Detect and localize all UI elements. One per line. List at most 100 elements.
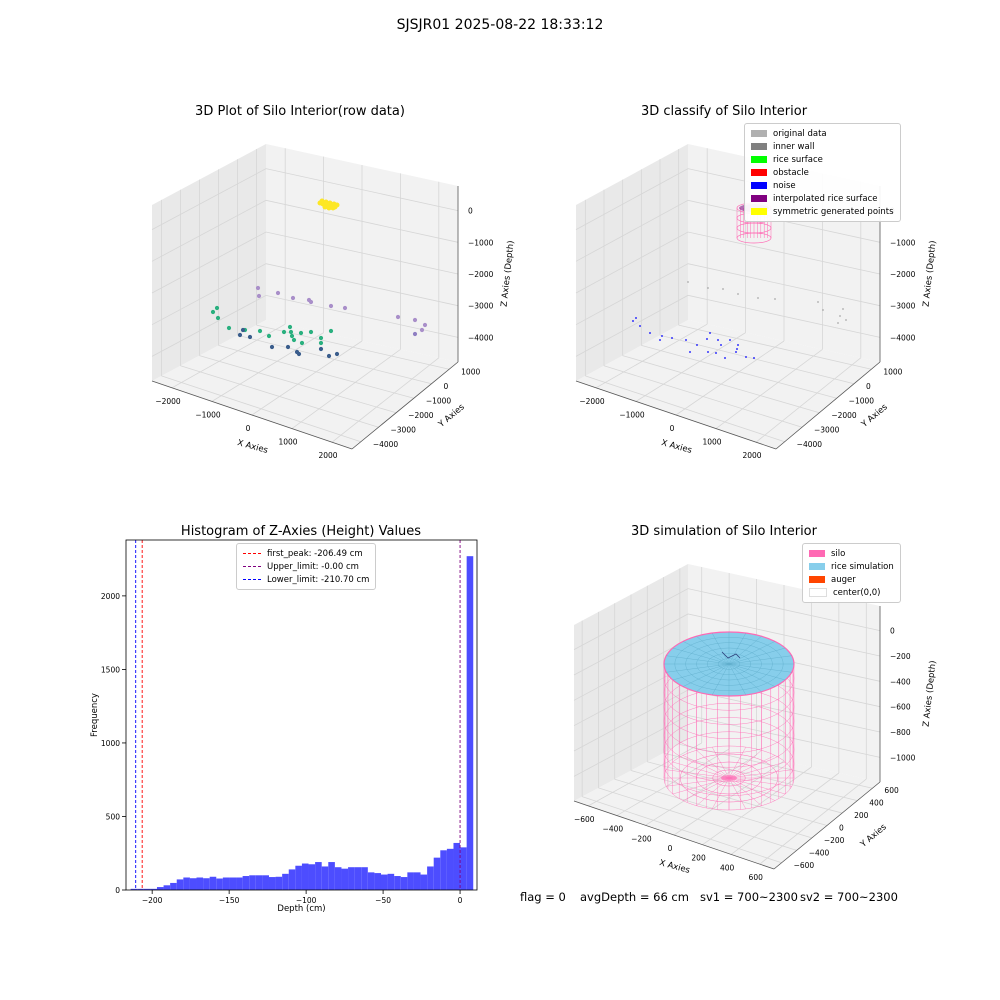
x-tick-label: 600 — [749, 873, 764, 882]
noise-point — [715, 352, 717, 354]
grid-line — [151, 263, 459, 326]
original-point — [842, 308, 844, 310]
classify-plot-title: 3D classify of Silo Interior — [640, 104, 808, 119]
z-axis-label: Z Axies (Depth) — [922, 660, 939, 727]
noise-point — [707, 351, 709, 353]
legend-item-rice-surface: rice surface — [751, 153, 894, 166]
legend-label: interpolated rice surface — [773, 193, 878, 204]
noise-point — [696, 344, 698, 346]
legend-item-lower-limit: Lower_limit: -210.70 cm — [243, 573, 369, 586]
histogram-bar — [387, 873, 395, 890]
scatter-point — [289, 333, 295, 339]
grid-line — [291, 349, 401, 429]
original-point — [774, 298, 776, 300]
x-tick-label: −200 — [631, 834, 652, 843]
histogram-bar — [196, 877, 204, 890]
sv2-text: sv2 = 700~2300 — [800, 890, 898, 904]
grid-line — [603, 365, 803, 428]
original-point — [839, 315, 841, 317]
original-point — [817, 301, 819, 303]
noise-point — [659, 339, 661, 341]
y-tick-label: −2000 — [831, 411, 857, 420]
scatter-point — [327, 200, 333, 206]
legend-item-upper-limit: Upper_limit: -0.00 cm — [243, 560, 369, 573]
z-tick-label: −400 — [890, 677, 911, 686]
histogram-bar — [295, 865, 302, 890]
original-point — [737, 293, 739, 295]
z-tick-label: −800 — [890, 728, 911, 737]
x-tick-label: 0 — [668, 844, 673, 853]
legend-label: silo — [831, 548, 846, 559]
grid-line — [715, 349, 823, 429]
histogram-bar — [242, 876, 250, 890]
silo-floor-ring — [696, 761, 762, 795]
histogram-bar — [143, 888, 151, 890]
rice-mesh-spoke — [728, 663, 776, 687]
rice-mesh-spoke — [682, 641, 730, 665]
scatter-point — [291, 337, 297, 343]
x-tick-label: 1000 — [702, 438, 721, 447]
histogram-bar — [150, 888, 157, 890]
rice-mesh-spoke — [696, 636, 730, 665]
grid-line — [675, 340, 785, 416]
legend-item-inner-wall: inner wall — [751, 140, 894, 153]
legend-label: Lower_limit: -210.70 cm — [267, 574, 370, 585]
noise-point — [717, 339, 719, 341]
histogram-bar — [433, 857, 441, 890]
simulation-legend: silo rice simulation auger center(0,0) — [802, 543, 901, 603]
legend-item-noise: noise — [751, 179, 894, 192]
grid-line — [199, 355, 397, 414]
histogram-bar — [183, 877, 190, 890]
histogram-bar — [156, 887, 164, 890]
grid-line — [575, 231, 881, 294]
rice-mesh-spoke — [696, 663, 730, 692]
x-tick-label: 200 — [691, 854, 706, 863]
y-tick-label: −1000 — [849, 396, 875, 405]
histogram-bar — [255, 875, 263, 890]
noise-point — [729, 339, 731, 341]
scatter-point — [318, 340, 324, 346]
noise-point — [736, 348, 738, 350]
x-tick-label: −600 — [574, 815, 595, 824]
z-tick-label: −2000 — [468, 270, 494, 279]
grid-line — [211, 332, 324, 402]
histogram-bar — [229, 877, 237, 890]
histogram-bar — [446, 848, 454, 890]
y-tick-label: −4000 — [797, 440, 823, 449]
x-tick-label: −200 — [142, 896, 163, 905]
legend-dash — [243, 579, 261, 580]
scatter-point — [318, 346, 324, 352]
z-tick-label: −1000 — [468, 238, 494, 247]
original-point — [707, 287, 709, 289]
grid-line — [641, 345, 837, 399]
y-tick-label: −3000 — [814, 425, 840, 434]
noise-point — [649, 332, 651, 334]
histogram-bar — [413, 872, 421, 890]
z-tick-label: −3000 — [890, 302, 916, 311]
noise-point — [661, 335, 663, 337]
scatter-point — [275, 290, 281, 296]
grid-line — [585, 375, 785, 443]
scatter-point — [334, 351, 340, 357]
scatter-point — [326, 205, 332, 211]
histogram-title: Histogram of Z-Axies (Height) Values — [180, 524, 422, 539]
legend-label: original data — [773, 128, 827, 139]
plot-frame — [125, 539, 478, 891]
auger-mark — [721, 651, 741, 659]
legend-item-rice-simulation: rice simulation — [809, 560, 894, 573]
grid-line — [614, 778, 812, 839]
histogram-bar — [315, 862, 322, 890]
histogram-bar — [268, 877, 276, 890]
scatter-point — [214, 305, 220, 311]
scatter-point — [328, 328, 334, 334]
rice-mesh-spoke — [728, 636, 762, 665]
y-tick-label: −1000 — [426, 396, 452, 405]
rice-mesh-spoke — [666, 655, 730, 665]
y-tick-label: 600 — [884, 786, 899, 795]
y-tick-label: 1000 — [883, 367, 902, 376]
floor-pane — [152, 320, 458, 449]
z-tick-label: 0 — [468, 207, 473, 216]
y-tick-label: 1000 — [101, 739, 120, 748]
scatter-point — [308, 299, 314, 305]
